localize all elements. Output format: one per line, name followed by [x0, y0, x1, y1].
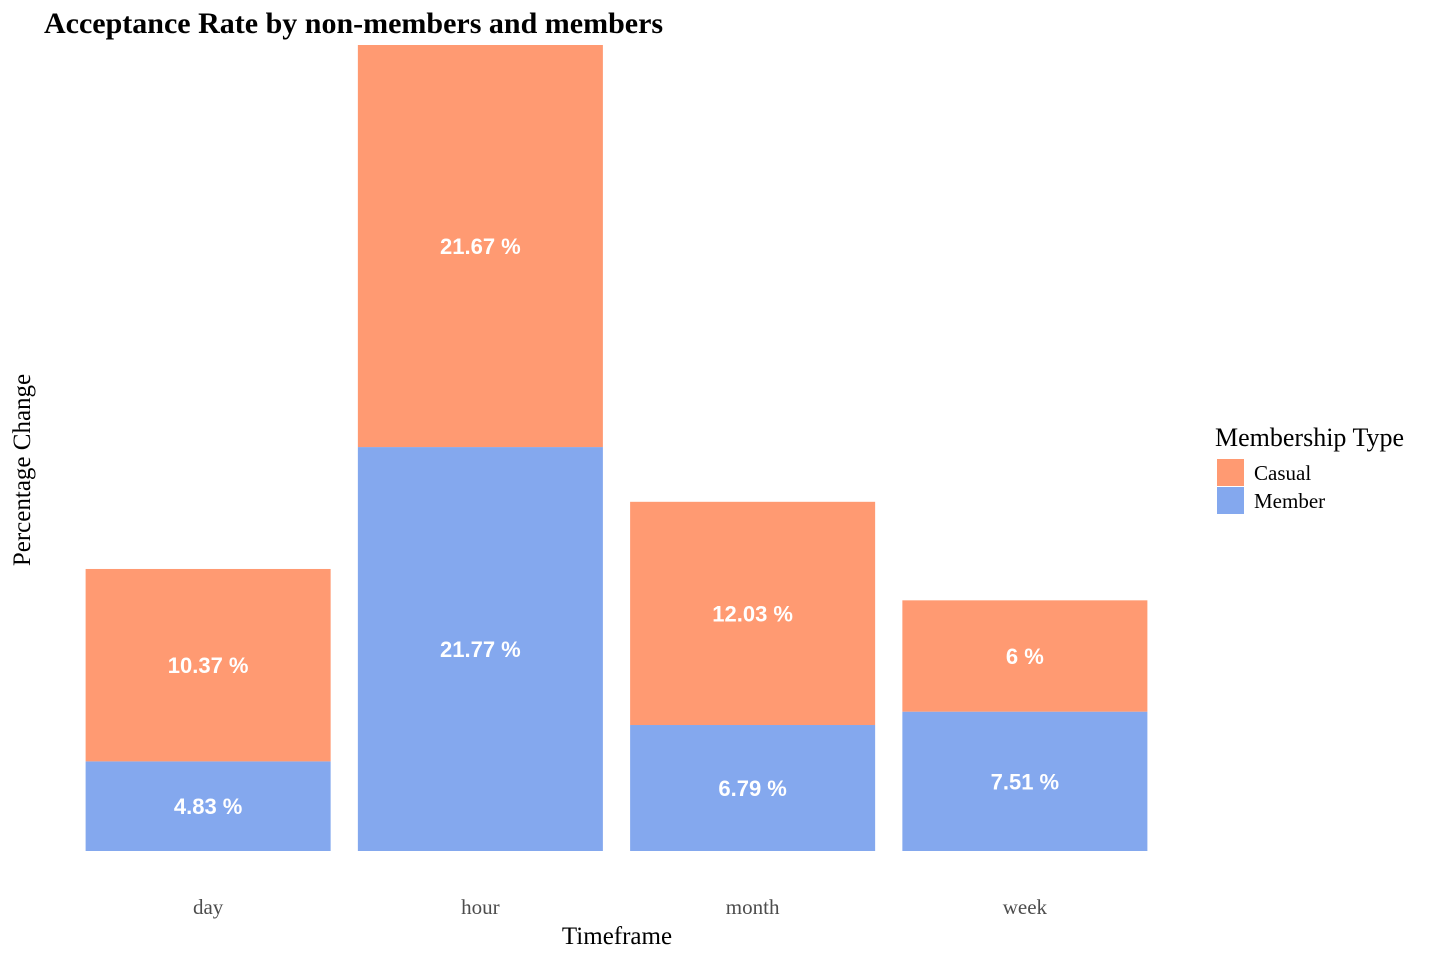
- data-label-week-casual: 6 %: [1006, 644, 1044, 669]
- y-axis-label: Percentage Change: [9, 374, 36, 566]
- data-label-month-member: 6.79 %: [718, 776, 787, 801]
- x-tick-label-day: day: [193, 895, 224, 919]
- chart-title: Acceptance Rate by non-members and membe…: [44, 7, 663, 40]
- data-label-day-member: 4.83 %: [174, 794, 243, 819]
- data-label-hour-casual: 21.67 %: [440, 234, 521, 259]
- bar-hour-casual: [357, 45, 603, 448]
- x-ticks-layer: day hour month week: [193, 895, 1048, 919]
- data-label-day-casual: 10.37 %: [168, 653, 249, 678]
- legend-swatch-casual: [1217, 459, 1244, 486]
- bar-month-member: [630, 725, 876, 851]
- bar-day-casual: [85, 568, 331, 762]
- data-label-month-casual: 12.03 %: [712, 601, 793, 626]
- bar-hour-member: [357, 447, 603, 851]
- x-tick-label-week: week: [1003, 895, 1048, 919]
- legend: Membership Type Casual Member: [1215, 423, 1404, 514]
- x-axis-label: Timeframe: [562, 923, 672, 950]
- bar-day-member: [85, 761, 331, 851]
- data-label-week-member: 7.51 %: [991, 769, 1060, 794]
- x-tick-label-hour: hour: [461, 895, 500, 919]
- legend-title: Membership Type: [1215, 423, 1404, 452]
- bar-month-casual: [630, 501, 876, 726]
- x-tick-label-month: month: [726, 895, 780, 919]
- legend-swatch-member: [1217, 487, 1244, 514]
- bar-week-member: [902, 711, 1148, 851]
- bar-week-casual: [902, 600, 1148, 712]
- data-labels-layer: 4.83 % 10.37 % 21.77 % 21.67 % 6.79 % 12.03 %…: [168, 234, 1059, 819]
- legend-label-casual: Casual: [1254, 461, 1311, 485]
- legend-label-member: Member: [1254, 489, 1325, 513]
- bars-layer: [85, 45, 1148, 851]
- data-label-hour-member: 21.77 %: [440, 637, 521, 662]
- legend-items: Casual Member: [1217, 459, 1325, 514]
